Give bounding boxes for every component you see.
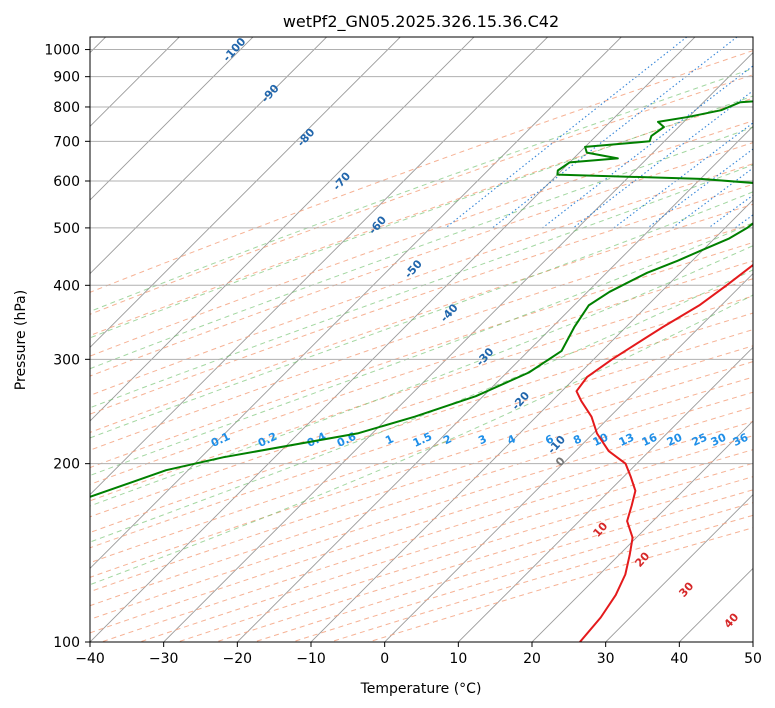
axes: −40 −30 −20 −10 0 10 20 30 40 50 100 200 300 400 500 60… — [44, 43, 762, 667]
isotherm-line — [163, 52, 753, 642]
x-tick-label: 50 — [744, 651, 762, 667]
plot-frame — [89, 36, 754, 643]
mixing-ratio-line — [672, 167, 753, 229]
y-tick-label: 600 — [53, 174, 80, 190]
isotherm-line — [90, 37, 696, 642]
isotherm-line — [457, 346, 753, 642]
moist-adiabat-line — [90, 294, 753, 586]
isotherm-line — [531, 420, 753, 642]
x-tick-label: −10 — [296, 651, 326, 667]
mixing-ratio-label: 13 — [617, 431, 636, 449]
moist-adiabat-line — [90, 164, 753, 409]
x-tick-label: −20 — [223, 651, 253, 667]
isotherm-line — [90, 37, 328, 275]
dry-adiabat-line — [90, 376, 753, 593]
y-axis-label: Pressure (hPa) — [13, 290, 29, 390]
x-tick-label: 40 — [670, 651, 688, 667]
mixing-ratio-line — [492, 37, 738, 229]
dry-adiabat-line — [90, 260, 753, 485]
dry-adiabat-line — [90, 278, 753, 502]
isotherm-line — [90, 37, 180, 127]
moist-adiabat-line — [90, 222, 753, 477]
dewpoint-profile-line — [90, 100, 753, 498]
y-tick-label: 800 — [53, 100, 80, 116]
temperature-profile-line — [575, 263, 753, 642]
mixing-ratio-label: 36 — [731, 431, 751, 449]
isotherm-line — [236, 125, 753, 642]
dry-adiabat-line — [90, 345, 753, 564]
mixing-ratio-label: 16 — [640, 431, 660, 449]
y-tick-label: 500 — [53, 221, 80, 237]
mixing-ratio-line — [542, 65, 753, 229]
sounding-series — [90, 100, 753, 642]
y-tick-label: 700 — [53, 134, 80, 150]
moist-adiabat-line — [90, 126, 753, 370]
x-tick-label: −40 — [75, 651, 105, 667]
y-tick-label: 200 — [53, 457, 80, 473]
x-tick-label: 10 — [449, 651, 467, 667]
isotherm-line — [384, 273, 753, 642]
x-tick-label: 0 — [380, 651, 389, 667]
isotherm-line — [90, 37, 401, 348]
x-tick-label: −30 — [149, 651, 179, 667]
x-tick-label: 20 — [523, 651, 541, 667]
mixing-ratio-label: 25 — [690, 431, 709, 449]
x-tick-label: 30 — [597, 651, 615, 667]
y-tick-label: 100 — [53, 635, 80, 651]
chart-title: wetPf2_GN05.2025.326.15.36.C42 — [283, 12, 559, 32]
dry-adiabat-line — [90, 223, 753, 451]
moist-adiabat-line — [90, 245, 753, 507]
y-tick-label: 900 — [53, 70, 80, 86]
isotherm-line — [90, 37, 254, 201]
x-axis-label: Temperature (°C) — [360, 681, 482, 697]
moist-adiabat-line — [90, 67, 753, 313]
moist-adiabat-line — [90, 269, 753, 543]
dry-adiabat-line — [90, 203, 753, 433]
y-tick-label: 300 — [53, 352, 80, 368]
mixing-ratio-line — [572, 90, 753, 229]
mixing-ratio-label: 30 — [709, 431, 729, 449]
y-tick-label: 400 — [53, 278, 80, 294]
y-tick-label: 1000 — [44, 43, 80, 59]
isotherm-line — [310, 199, 753, 642]
mixing-ratio-label: 20 — [665, 431, 685, 449]
isotherm-line — [605, 494, 753, 642]
isotherm-line — [90, 37, 622, 569]
